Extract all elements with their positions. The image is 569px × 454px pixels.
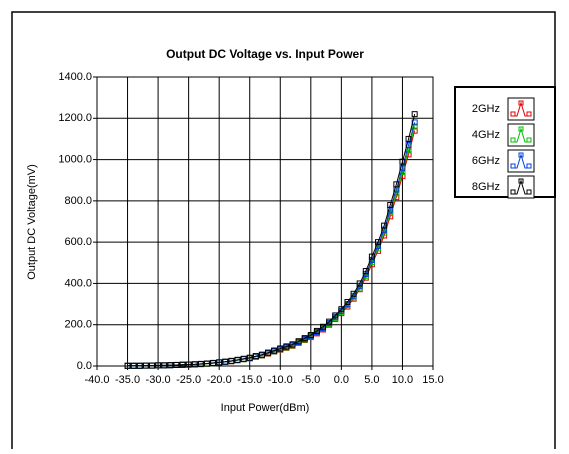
data-point xyxy=(258,351,265,358)
x-tick-label: 0.0 xyxy=(334,374,349,386)
data-point xyxy=(265,349,272,356)
data-point xyxy=(197,360,204,367)
data-point xyxy=(399,158,406,165)
data-point xyxy=(295,338,302,345)
data-point xyxy=(185,361,192,368)
legend-marker xyxy=(526,111,532,117)
x-tick-label: -20.0 xyxy=(207,374,232,386)
data-point xyxy=(173,361,180,368)
x-tick-label: -40.0 xyxy=(84,374,109,386)
data-point xyxy=(271,347,278,354)
y-tick-label: 600.0 xyxy=(64,236,92,248)
data-point xyxy=(411,111,418,118)
data-point xyxy=(405,142,412,149)
legend-marker xyxy=(518,178,524,184)
data-point xyxy=(350,290,357,297)
x-tick-label: -25.0 xyxy=(176,374,201,386)
y-tick-label: 0.0 xyxy=(77,360,92,372)
data-point xyxy=(387,201,394,208)
x-tick-label: -30.0 xyxy=(146,374,171,386)
data-point xyxy=(326,318,333,325)
y-tick-label: 1000.0 xyxy=(58,153,92,165)
data-point xyxy=(228,357,235,364)
y-tick-label: 1200.0 xyxy=(58,112,92,124)
chart-title: Output DC Voltage vs. Input Power xyxy=(166,47,364,61)
data-point xyxy=(375,239,382,246)
data-point xyxy=(381,226,388,233)
data-point xyxy=(148,362,155,369)
data-point xyxy=(246,354,253,361)
legend-marker xyxy=(518,100,524,106)
legend-marker xyxy=(526,137,532,143)
legend-box xyxy=(454,86,556,198)
legend-marker xyxy=(510,163,516,169)
legend-marker xyxy=(526,189,532,195)
x-tick-label: -15.0 xyxy=(237,374,262,386)
legend-marker xyxy=(510,137,516,143)
y-tick-label: 800.0 xyxy=(64,195,92,207)
data-point xyxy=(313,327,320,334)
data-point xyxy=(155,362,162,369)
data-point xyxy=(405,135,412,142)
y-axis-label: Output DC Voltage(mV) xyxy=(26,164,38,280)
data-point xyxy=(167,362,174,369)
data-point xyxy=(368,253,375,260)
legend-marker xyxy=(526,163,532,169)
legend-marker xyxy=(510,189,516,195)
x-tick-label: 15.0 xyxy=(422,374,443,386)
data-point xyxy=(399,164,406,171)
data-point xyxy=(381,222,388,229)
data-point xyxy=(124,362,131,369)
frame xyxy=(11,11,556,449)
legend-marker xyxy=(518,152,524,158)
data-point xyxy=(301,335,308,342)
data-point xyxy=(222,358,229,365)
x-axis-label: Input Power(dBm) xyxy=(221,402,310,414)
legend-label: 4GHz xyxy=(472,129,500,141)
data-point xyxy=(332,312,339,319)
data-point xyxy=(191,361,198,368)
data-point xyxy=(203,360,210,367)
legend-marker xyxy=(518,126,524,132)
data-point xyxy=(142,362,149,369)
legend-label: 6GHz xyxy=(472,155,500,167)
x-tick-label: -10.0 xyxy=(268,374,293,386)
data-point xyxy=(289,341,296,348)
legend-label: 2GHz xyxy=(472,103,500,115)
x-tick-label: 5.0 xyxy=(364,374,379,386)
data-point xyxy=(252,353,259,360)
data-point xyxy=(320,323,327,330)
data-point xyxy=(362,268,369,275)
y-tick-label: 400.0 xyxy=(64,277,92,289)
data-point xyxy=(161,362,168,369)
y-tick-label: 200.0 xyxy=(64,319,92,331)
data-point xyxy=(307,332,314,339)
legend-marker xyxy=(510,111,516,117)
data-point xyxy=(240,355,247,362)
x-tick-label: -5.0 xyxy=(301,374,320,386)
y-tick-label: 1400.0 xyxy=(58,71,92,83)
data-point xyxy=(234,356,241,363)
data-point xyxy=(338,306,345,313)
data-point xyxy=(356,280,363,287)
x-tick-label: -35.0 xyxy=(115,374,140,386)
x-tick-label: 10.0 xyxy=(392,374,413,386)
data-point xyxy=(344,299,351,306)
data-point xyxy=(210,359,217,366)
data-point xyxy=(277,345,284,352)
plot-area xyxy=(96,76,434,367)
data-point xyxy=(136,362,143,369)
data-point xyxy=(283,343,290,350)
data-point xyxy=(130,362,137,369)
data-point xyxy=(179,361,186,368)
legend-label: 8GHz xyxy=(472,181,500,193)
data-point xyxy=(393,181,400,188)
data-point xyxy=(216,359,223,366)
